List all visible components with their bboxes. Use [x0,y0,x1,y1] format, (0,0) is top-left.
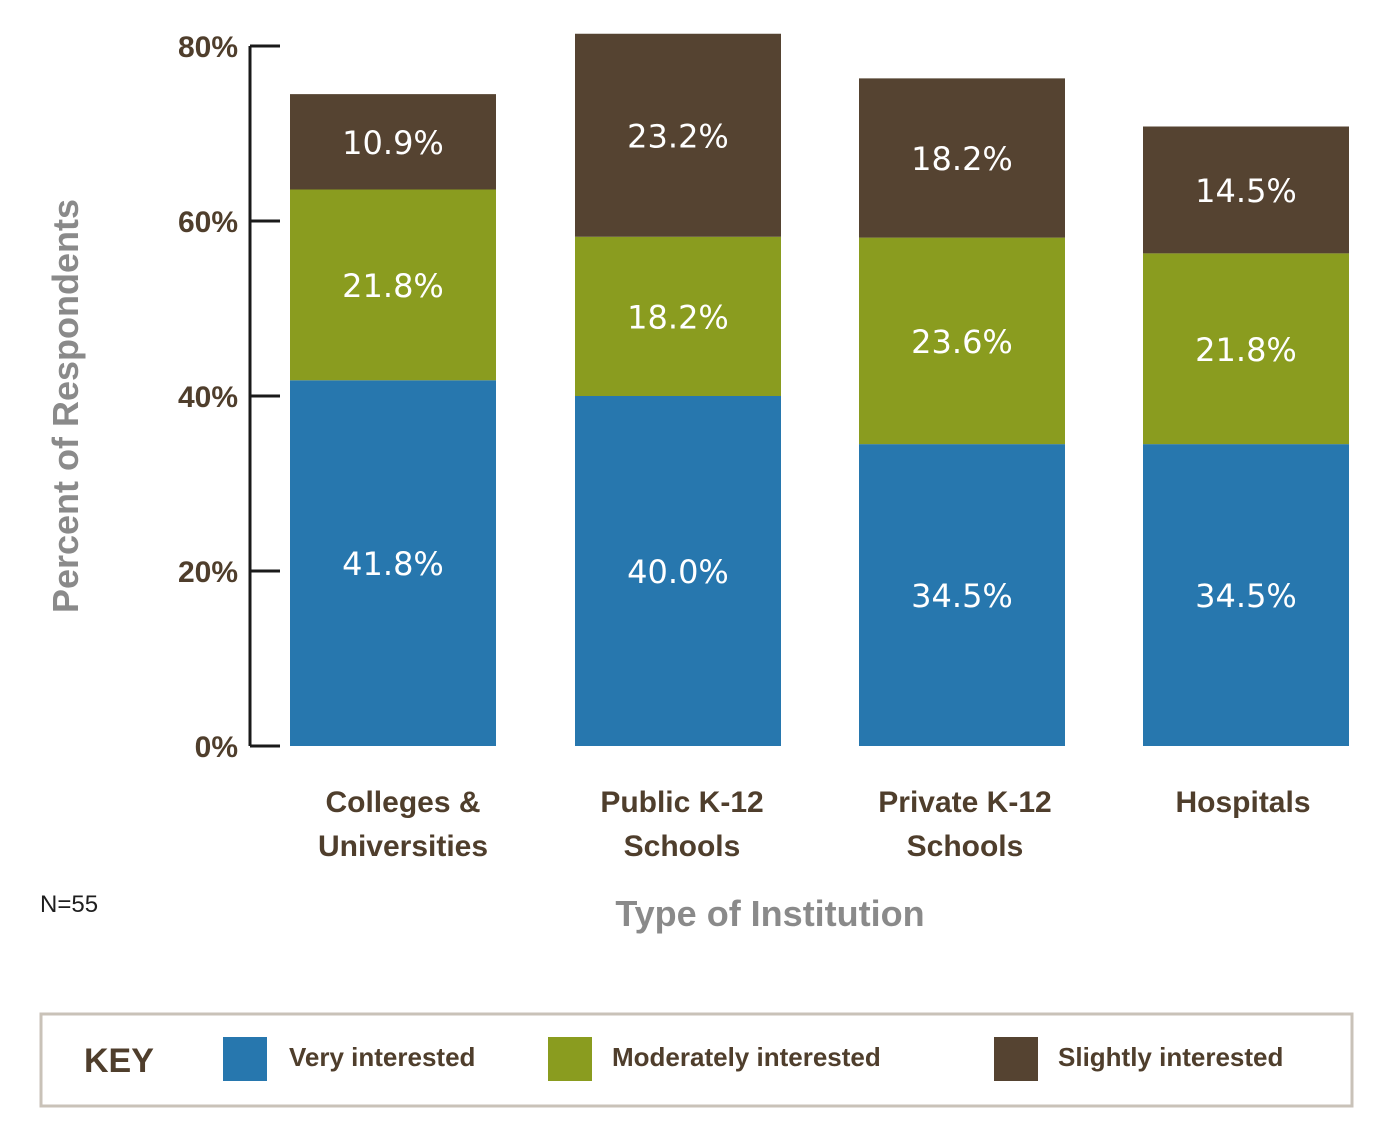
y-tick-label: 40% [178,381,238,414]
legend-label: Slightly interested [1058,1042,1283,1072]
bar-segment [859,444,1065,746]
data-label: 40.0% [627,553,729,591]
bars-layer [290,33,1349,746]
legend-label: Very interested [289,1042,475,1072]
data-label: 23.2% [627,117,729,155]
legend-swatch [548,1037,592,1081]
bar-segment [1143,253,1349,445]
data-label: 34.5% [911,577,1013,615]
data-label: 21.8% [1195,331,1297,369]
y-tick-label: 20% [178,556,238,589]
bar-segment [290,94,496,190]
legend-title: KEY [84,1042,154,1080]
data-label: 34.5% [1195,577,1297,615]
data-label: 14.5% [1195,172,1297,210]
y-tick-label: 60% [178,206,238,239]
bar-segment [290,380,496,746]
bar-segment [290,189,496,381]
x-tick-label: Public K-12 Schools [600,786,763,863]
bar-segment [575,396,781,746]
y-axis-title: Percent of Respondents [45,199,86,613]
bar-segment [859,237,1065,445]
x-tick-label: Hospitals [1175,786,1310,819]
bar-segment [1143,126,1349,254]
y-tick-label: 80% [178,31,238,64]
data-label: 18.2% [911,140,1013,178]
bar-segment [575,33,781,237]
legend-swatch [223,1037,267,1081]
data-label: 41.8% [342,545,444,583]
legend-items: Very interested Moderately interested Slig… [223,1037,1283,1081]
legend-label: Moderately interested [612,1042,881,1072]
bar-segment [859,78,1065,238]
y-axis: 0% 20% 40% 60% 80% [178,31,280,764]
data-label: 10.9% [342,124,444,162]
x-tick-label: Colleges & Universities [318,786,488,863]
labels-layer: 41.8% 21.8% 10.9% Colleges & Universities 40.… [318,117,1311,863]
x-axis-title: Type of Institution [615,893,924,934]
data-label: 18.2% [627,298,729,336]
legend-swatch [994,1037,1038,1081]
y-tick-label: 0% [195,731,238,764]
data-label: 21.8% [342,267,444,305]
data-label: 23.6% [911,323,1013,361]
x-tick-label: Private K-12 Schools [878,786,1051,863]
bar-segment [1143,444,1349,746]
bar-segment [575,236,781,396]
legend: KEY Very interested Moderately interested… [39,1012,1354,1108]
sample-size-note: N=55 [40,891,98,918]
